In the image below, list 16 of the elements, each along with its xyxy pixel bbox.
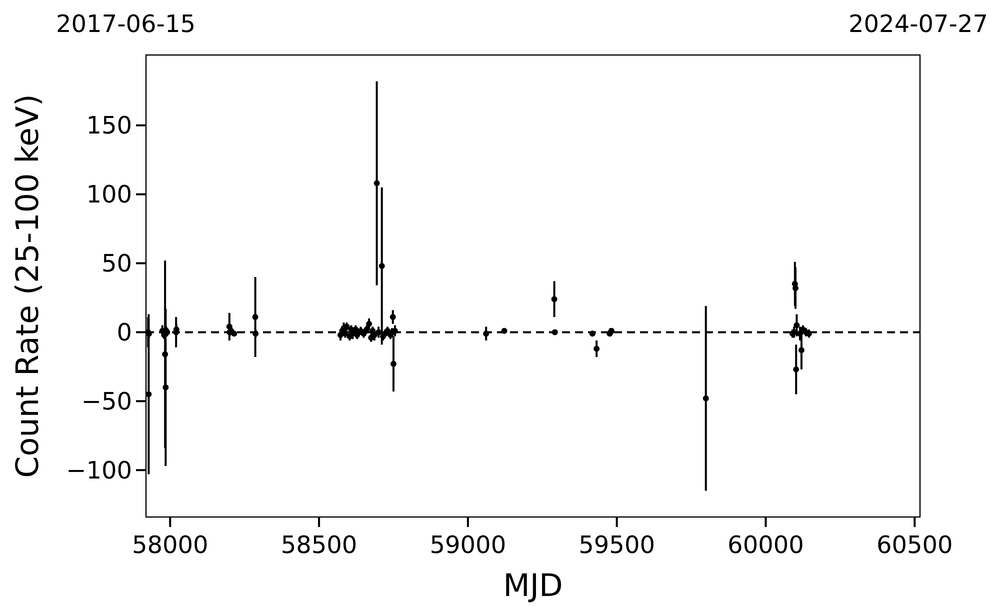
- text: 2024-07-27: [848, 10, 988, 38]
- y-tick-label: −50: [81, 388, 132, 416]
- y-tick-label: 100: [86, 180, 132, 209]
- x-tick-label: 58500: [280, 531, 358, 559]
- y-axis-title: Count Rate (25-100 keV): [10, 94, 46, 478]
- x-tick-label: 58000: [132, 531, 208, 559]
- x-tick-label: 60000: [728, 531, 804, 559]
- y-tick-label: −100: [66, 456, 132, 485]
- x-axis-title: MJD: [503, 568, 563, 604]
- y-tick-label: 50: [101, 250, 132, 278]
- x-tick-label: 60500: [876, 531, 953, 559]
- y-tick-label: 150: [86, 112, 132, 140]
- y-tick-label: 0: [116, 318, 132, 347]
- x-tick-label: 59500: [578, 531, 656, 559]
- text: 2017-06-15: [56, 10, 196, 38]
- x-tick-label: 59000: [430, 531, 506, 559]
